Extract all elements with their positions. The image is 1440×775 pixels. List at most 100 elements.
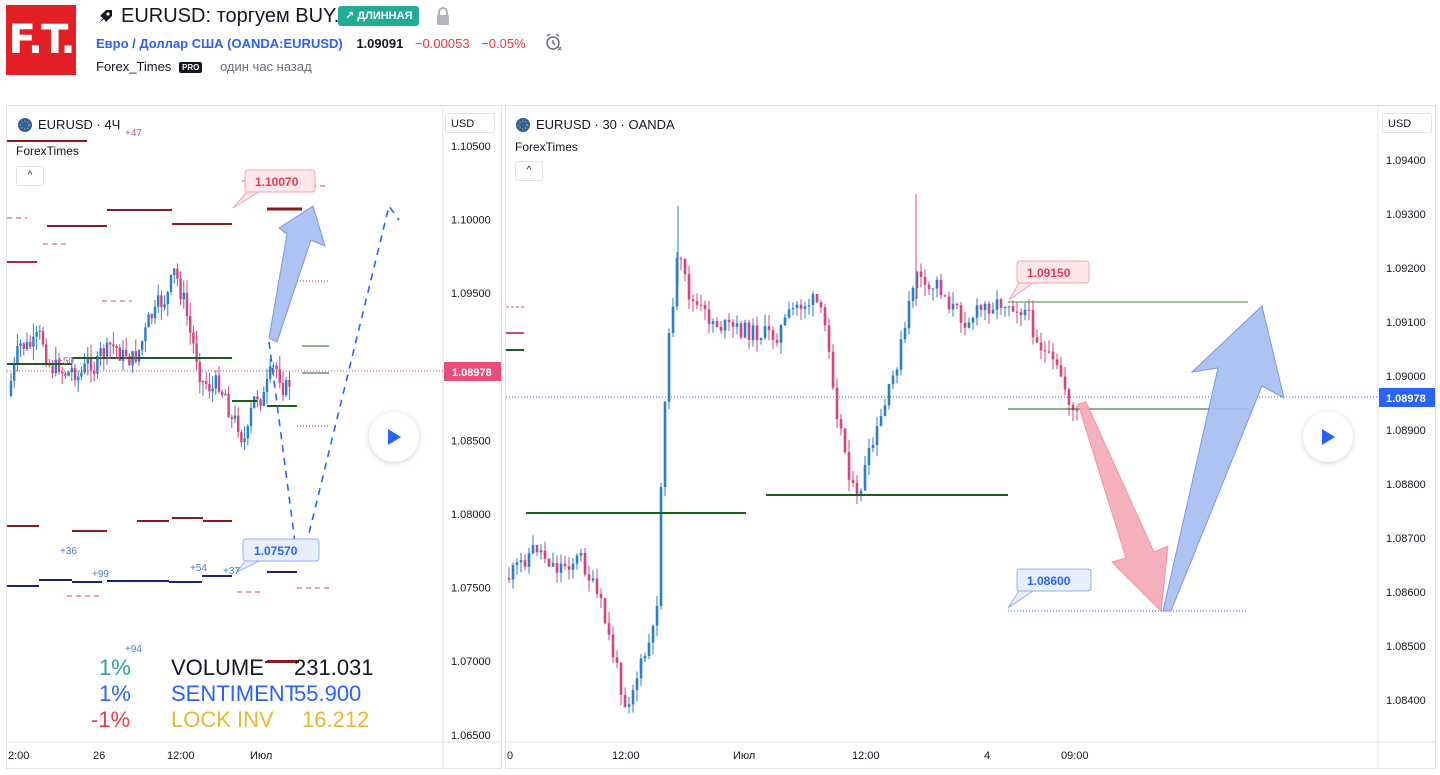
candle-body (631, 690, 635, 705)
stat-sentiment-name: SENTIMENT (171, 681, 299, 706)
stat-volume-value: 231.031 (294, 655, 374, 680)
small-count-label: +50 (57, 356, 74, 367)
candle-body (227, 393, 230, 418)
candle-body (819, 302, 823, 308)
x-tick-label: Июл (250, 750, 272, 762)
long-position-badge: ↗ ДЛИННАЯ (338, 6, 420, 26)
candle-body (775, 339, 779, 343)
y-tick-label: 1.09100 (1386, 317, 1426, 329)
candle-body (25, 341, 29, 349)
candle-body (256, 396, 259, 400)
y-tick-label: 1.10500 (451, 141, 491, 153)
candle-body (125, 349, 128, 356)
resistance-label-text: 1.09150 (1027, 266, 1071, 280)
left-chart-canvas[interactable]: 1.105001.100001.095001.090001.085001.080… (7, 106, 501, 768)
idea-title: EURUSD: торгуем BUY. (121, 5, 340, 27)
x-tick-label: 12:00 (852, 750, 880, 762)
resistance-label-box (1016, 260, 1090, 284)
candle-body (619, 662, 623, 695)
left-chart-panel[interactable]: 1.105001.100001.095001.090001.085001.080… (6, 105, 502, 769)
right-chart-panel[interactable]: 1.09400 1.09300 1.09200 1.09100 1.09000 1.089… (505, 105, 1436, 769)
candle-body (153, 306, 157, 319)
stat-row-lock-inv: -1% LOCK INV 16.212 (91, 707, 399, 733)
eu-flag-icon (18, 118, 32, 132)
x-tick-label: 26 (93, 750, 105, 762)
y-tick-label: 1.08800 (1386, 479, 1426, 491)
candle-body (567, 566, 571, 570)
candle-body (1071, 404, 1075, 411)
candle-body (847, 452, 851, 480)
stat-volume-name: VOLUME (171, 655, 264, 680)
candle-body (189, 316, 192, 333)
collapse-legend-button[interactable]: ^ (515, 161, 543, 181)
stat-volume-pct: 1% (99, 655, 131, 680)
candle-body (639, 658, 643, 679)
candle-body (855, 482, 859, 497)
y-tick-label: 1.08700 (1386, 533, 1426, 545)
candle-body (835, 387, 839, 420)
candle-body (935, 279, 939, 289)
candle-body (77, 376, 80, 381)
candle-body (547, 558, 551, 567)
symbol-change: −0.00053 (414, 36, 470, 51)
right-play-button[interactable] (1303, 412, 1353, 462)
candle-body (683, 258, 687, 275)
candle-body (971, 317, 975, 323)
candle-body (815, 294, 819, 303)
target-label-text: 1.08600 (1027, 574, 1071, 588)
right-chart-canvas[interactable]: 1.09400 1.09300 1.09200 1.09100 1.09000 1.089… (506, 106, 1435, 768)
candle-body (959, 305, 963, 323)
collapse-legend-button[interactable]: ^ (16, 166, 44, 186)
candle-body (19, 343, 22, 347)
candle-body (779, 325, 783, 343)
candle-body (246, 426, 249, 439)
candle-body (13, 363, 16, 381)
candle-body (198, 362, 201, 382)
candle-body (1027, 309, 1031, 311)
candle-body (89, 357, 93, 371)
candle-body (157, 295, 160, 307)
candle-body (205, 381, 208, 384)
candle-body (147, 314, 150, 328)
left-currency-select[interactable]: USD (445, 113, 495, 133)
candle-body (871, 445, 875, 449)
candle-body (121, 349, 125, 361)
candle-body (128, 355, 131, 366)
candle-body (759, 337, 763, 341)
candle-body (73, 368, 77, 381)
candle-body (715, 321, 719, 327)
candle-body (144, 327, 147, 342)
candle-body (519, 560, 523, 563)
candle-body (237, 415, 240, 433)
author-name[interactable]: Forex_Times (96, 59, 172, 74)
candle-body (208, 383, 211, 392)
candle-body (112, 344, 115, 347)
small-count-label: +47 (125, 128, 142, 139)
candle-body (615, 657, 619, 663)
x-tick-label: 12:00 (612, 750, 640, 762)
candle-body (285, 379, 288, 395)
candle-body (887, 383, 891, 406)
candle-body (262, 391, 265, 406)
candle-body (38, 330, 41, 332)
right-currency-select[interactable]: USD (1382, 113, 1432, 133)
stat-lock-value: 16.212 (302, 707, 370, 732)
candle-body (791, 308, 795, 310)
candle-body (1007, 306, 1011, 308)
candle-body (1035, 337, 1039, 343)
alert-clock-icon[interactable] (544, 33, 564, 51)
candle-body (195, 343, 198, 363)
symbol-link[interactable]: Евро / Доллар США (OANDA:EURUSD) (96, 36, 343, 51)
left-play-button[interactable] (369, 412, 419, 462)
candle-body (281, 382, 285, 395)
candle-body (799, 304, 803, 309)
candle-body (923, 276, 927, 285)
candle-body (173, 268, 176, 276)
target-label-tail (1007, 590, 1035, 609)
candle-body (160, 295, 163, 308)
candle-body (647, 642, 651, 657)
candle-body (751, 325, 755, 340)
candle-body (831, 351, 835, 388)
candle-body (723, 319, 727, 331)
candle-body (995, 299, 999, 310)
